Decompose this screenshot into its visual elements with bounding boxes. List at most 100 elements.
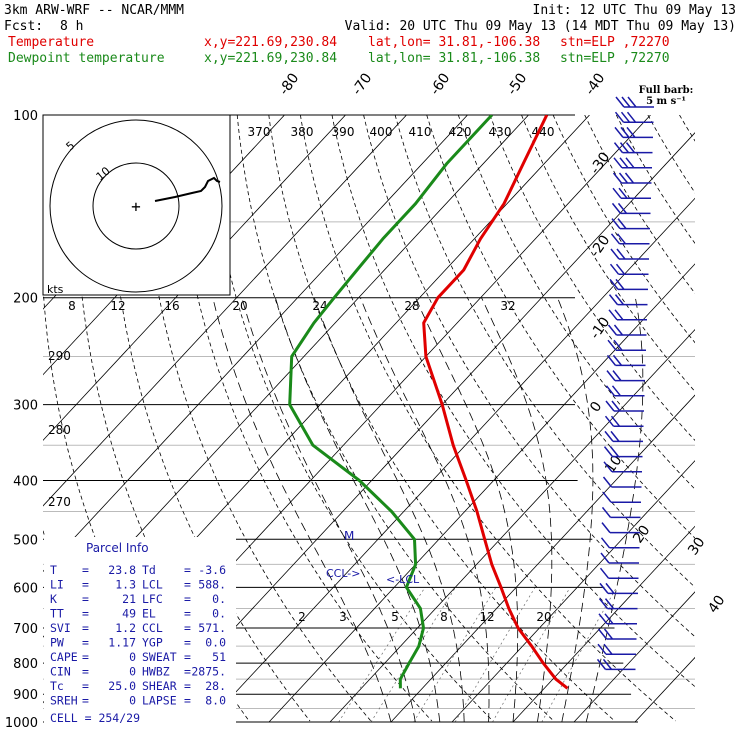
hodograph-ring-10 xyxy=(49,119,223,293)
wind-barb xyxy=(602,491,641,503)
wind-key: Full barb: 5 m s⁻¹ xyxy=(639,85,694,107)
wind-barb xyxy=(606,370,645,382)
mixing-ratio-label: 2 xyxy=(298,610,306,624)
sounding-annotation: M xyxy=(344,529,354,543)
wind-barb xyxy=(611,202,651,215)
parcel-value: 1.17 xyxy=(108,636,136,650)
parcel-value: 49 xyxy=(122,607,136,621)
isotherm-line xyxy=(512,525,695,723)
wind-barb xyxy=(614,126,653,139)
isotherm-label: -40 xyxy=(582,70,608,98)
sounding-profiles xyxy=(288,115,569,690)
parcel-value: 1.3 xyxy=(115,578,136,592)
wind-barb xyxy=(601,522,640,534)
parcel-equals: = xyxy=(82,665,89,679)
parcel-key: Tc xyxy=(50,679,64,693)
parcel-key: CAPE xyxy=(50,650,78,664)
dry-adiabat-line xyxy=(647,115,695,194)
parcel-equals: = xyxy=(184,578,191,592)
parcel-equals: = xyxy=(184,636,191,650)
moist-adiabat-line xyxy=(585,297,644,723)
parcel-equals: = xyxy=(82,694,89,708)
isotherm-line xyxy=(696,115,740,722)
parcel-value: 0. xyxy=(212,607,226,621)
wind-barb xyxy=(603,461,642,473)
parcel-key: T xyxy=(50,563,57,577)
isotherm-line xyxy=(268,263,695,723)
wind-barbs xyxy=(596,96,654,671)
wind-barb xyxy=(610,233,650,245)
pressure-tick-label: 300 xyxy=(13,399,38,414)
mixing-ratio-line xyxy=(413,587,497,723)
dewpoint-legend-xy: x,y=221.69,230.84 xyxy=(204,51,337,66)
dry-adiabat-line xyxy=(521,115,695,393)
pressure-tick-label: 500 xyxy=(13,533,38,548)
isotherm-label: -30 xyxy=(587,149,613,177)
sounding-annotations: M CCL-> <-LCL xyxy=(326,529,420,586)
wind-barb xyxy=(598,598,638,610)
wind-barb xyxy=(607,339,646,351)
isotherm-label: -20 xyxy=(587,232,613,260)
theta-label: 390 xyxy=(332,125,355,139)
theta-label: 370 xyxy=(248,125,271,139)
parcel-key: YGP xyxy=(142,636,163,650)
parcel-key: LAPSE xyxy=(142,694,177,708)
isotherm-line xyxy=(573,591,695,723)
pressure-tick-label: 600 xyxy=(13,581,38,596)
wind-barb xyxy=(611,218,650,230)
parcel-info-rows: T = 23.8 Td = -3.6 LI = 1.3 LCL = 588. K = 21 LFC = 0. TT =… xyxy=(50,563,226,708)
parcel-key: CCL xyxy=(142,621,163,635)
pressure-tick-label: 400 xyxy=(13,474,38,489)
isotherm-label: -80 xyxy=(276,70,302,98)
wind-barb xyxy=(612,187,651,199)
parcel-equals: = xyxy=(82,621,89,635)
wind-barb xyxy=(609,278,648,291)
pressure-tick-label: 100 xyxy=(13,109,38,124)
isotherm-line xyxy=(329,328,695,723)
dewpoint-legend-station: stn=ELP ,72270 xyxy=(560,51,670,66)
moist-adiabat-line xyxy=(212,297,392,723)
wind-barb xyxy=(605,385,645,397)
moist-adiabat-line xyxy=(557,297,594,723)
parcel-key: SVI xyxy=(50,621,71,635)
mixing-ratio-line xyxy=(541,587,617,723)
wind-barb xyxy=(615,96,654,108)
wind-barb xyxy=(612,172,652,184)
parcel-key: K xyxy=(50,592,57,606)
mixing-ratio-label: 8 xyxy=(440,610,448,624)
parcel-value: 0 xyxy=(129,665,136,679)
mixing-ratio-line xyxy=(338,587,426,723)
wind-barb xyxy=(600,537,640,549)
theta-label: 280 xyxy=(48,423,71,437)
wind-barb xyxy=(604,430,643,443)
model-title: 3km ARW-WRF -- NCAR/MMM xyxy=(4,3,184,18)
theta-label: 380 xyxy=(291,125,314,139)
moist-adiabat-line xyxy=(360,297,490,722)
parcel-value: 0 xyxy=(129,650,136,664)
mixing-ratio-label: 20 xyxy=(536,610,551,624)
temperature-legend-latlon: lat,lon= 31.81,-106.38 xyxy=(368,35,540,50)
isotherm-line xyxy=(43,115,407,507)
header: 3km ARW-WRF -- NCAR/MMM Init: 12 UTC Thu… xyxy=(4,3,736,66)
isotherm-line xyxy=(43,115,346,441)
wind-barb xyxy=(608,309,647,321)
theta-label: 410 xyxy=(409,125,432,139)
hodograph-ring-5 xyxy=(92,162,180,250)
parcel-value: 51 xyxy=(212,650,226,664)
parcel-key: SREH xyxy=(50,694,78,708)
parcel-value: 28. xyxy=(205,679,226,693)
parcel-equals: = xyxy=(82,607,89,621)
parcel-key: Td xyxy=(142,563,156,577)
wind-barb xyxy=(609,263,649,275)
parcel-value: 0. xyxy=(212,592,226,606)
parcel-value: 2875. xyxy=(191,665,226,679)
wind-barb xyxy=(601,506,641,519)
parcel-key: PW xyxy=(50,636,64,650)
parcel-equals: = xyxy=(184,563,191,577)
parcel-cell: CELL = 254/29 xyxy=(50,711,140,725)
pressure-tick-label: 900 xyxy=(13,688,38,703)
pressure-tick-label: 200 xyxy=(13,292,38,307)
wind-barb xyxy=(613,142,653,154)
theta-label: 420 xyxy=(449,125,472,139)
